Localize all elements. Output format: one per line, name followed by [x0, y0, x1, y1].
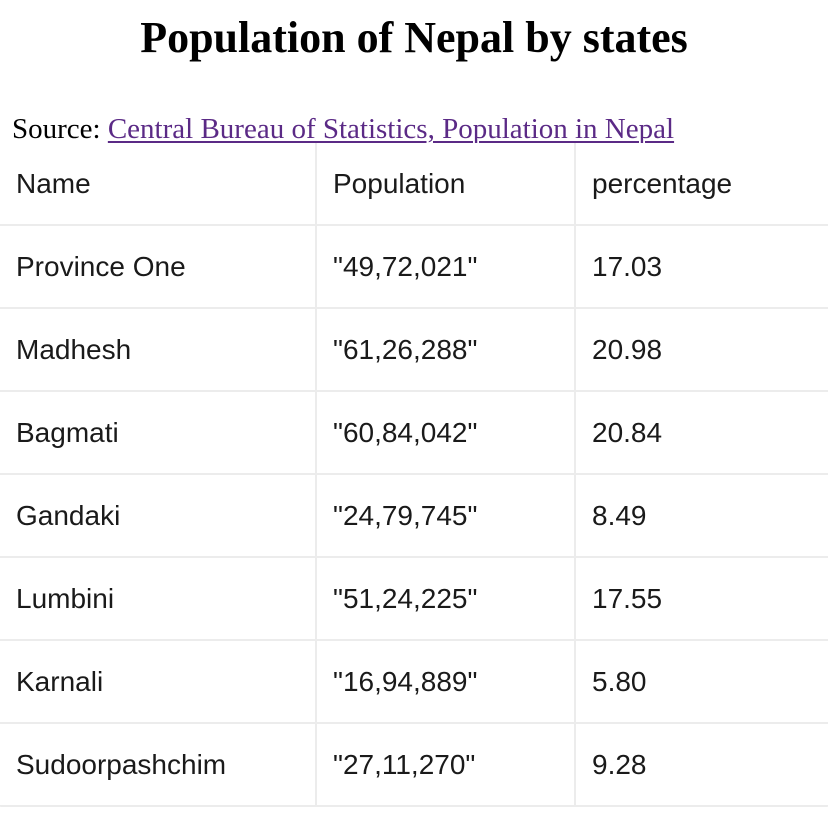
cell-population: "49,72,021" — [316, 225, 576, 309]
cell-name: Bagmati — [0, 391, 317, 475]
table-row: Gandaki "24,79,745" 8.49 — [0, 474, 828, 558]
table-row: Bagmati "60,84,042" 20.84 — [0, 391, 828, 475]
cell-percentage: 17.55 — [575, 557, 828, 641]
cell-name: Gandaki — [0, 474, 317, 558]
cell-percentage: 5.80 — [575, 640, 828, 724]
cell-population: "61,26,288" — [316, 308, 576, 392]
table-row: Lumbini "51,24,225" 17.55 — [0, 557, 828, 641]
cell-percentage: 20.84 — [575, 391, 828, 475]
cell-percentage: 8.49 — [575, 474, 828, 558]
cell-percentage: 20.98 — [575, 308, 828, 392]
cell-population: "51,24,225" — [316, 557, 576, 641]
cell-name: Lumbini — [0, 557, 317, 641]
source-prefix: Source: — [12, 113, 108, 145]
header-name: Name — [0, 143, 317, 226]
cell-name: Karnali — [0, 640, 317, 724]
cell-population: "24,79,745" — [316, 474, 576, 558]
cell-population: "16,94,889" — [316, 640, 576, 724]
population-table: Name Population percentage Province One … — [0, 143, 828, 807]
cell-percentage: 17.03 — [575, 225, 828, 309]
header-percentage: percentage — [575, 143, 828, 226]
cell-name: Sudoorpashchim — [0, 723, 317, 807]
source-link[interactable]: Central Bureau of Statistics, Population… — [107, 113, 675, 145]
page-title: Population of Nepal by states — [140, 13, 688, 62]
cell-percentage: 9.28 — [575, 723, 828, 807]
table-row: Madhesh "61,26,288" 20.98 — [0, 308, 828, 392]
cell-population: "60,84,042" — [316, 391, 576, 475]
table-row: Province One "49,72,021" 17.03 — [0, 225, 828, 309]
table-row: Sudoorpashchim "27,11,270" 9.28 — [0, 723, 828, 807]
cell-name: Province One — [0, 225, 317, 309]
cell-name: Madhesh — [0, 308, 317, 392]
table-row: Karnali "16,94,889" 5.80 — [0, 640, 828, 724]
cell-population: "27,11,270" — [316, 723, 576, 807]
population-table-container: Name Population percentage Province One … — [0, 143, 828, 813]
source-line: Source: Central Bureau of Statistics, Po… — [12, 110, 674, 148]
header-population: Population — [316, 143, 576, 226]
table-header-row: Name Population percentage — [0, 143, 828, 226]
